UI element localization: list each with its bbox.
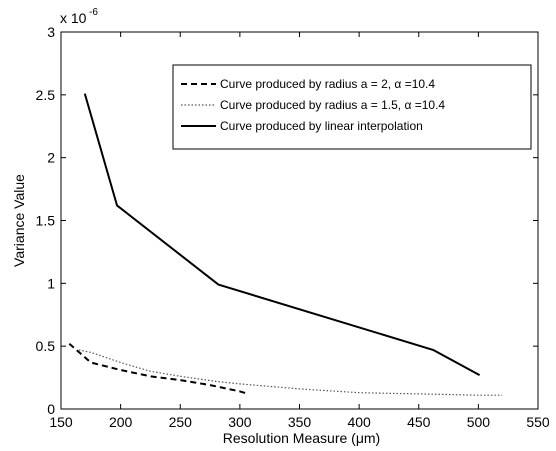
- y-tick-label: 1.5: [36, 213, 56, 229]
- x-tick-label: 300: [228, 414, 252, 430]
- y-tick-label: 2: [47, 150, 55, 166]
- x-tick-label: 150: [49, 414, 73, 430]
- y-axis-ticks: 0 0.5 1 1.5 2 2.5 3: [36, 24, 538, 417]
- y-tick-label: 3: [47, 24, 55, 40]
- x-tick-label: 250: [169, 414, 193, 430]
- x-tick-label: 400: [347, 414, 371, 430]
- x-tick-label: 200: [109, 414, 133, 430]
- y-tick-label: 2.5: [36, 87, 56, 103]
- x-axis-ticks: 150 200 250 300 350 400 450 500 550: [49, 32, 550, 430]
- x-tick-label: 500: [467, 414, 491, 430]
- legend-entry-dotted: Curve produced by radius a = 1.5, α =10.…: [220, 98, 445, 112]
- y-scale-multiplier: x 10: [60, 10, 87, 26]
- x-axis-label: Resolution Measure (μm): [223, 430, 380, 446]
- series-line-dashed: [68, 342, 249, 395]
- y-tick-label: 0.5: [36, 338, 56, 354]
- legend-entry-dashed: Curve produced by radius a = 2, α =10.4: [220, 77, 435, 91]
- legend: Curve produced by radius a = 2, α =10.4 …: [172, 64, 532, 150]
- series-line-solid: [83, 93, 481, 376]
- y-axis-label: Variance Value: [11, 174, 27, 267]
- legend-box: [172, 64, 532, 150]
- y-tick-label: 0: [47, 401, 55, 417]
- series-layer: [68, 93, 503, 396]
- legend-entry-solid: Curve produced by linear interpolation: [220, 119, 423, 133]
- y-scale-exponent: -6: [89, 7, 98, 18]
- x-tick-label: 450: [407, 414, 431, 430]
- y-tick-label: 1: [47, 275, 55, 291]
- x-tick-label: 550: [526, 414, 550, 430]
- series-line-dotted: [78, 349, 503, 396]
- x-tick-label: 350: [288, 414, 312, 430]
